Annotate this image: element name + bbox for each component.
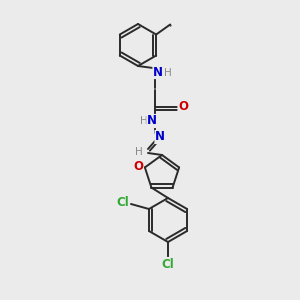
Text: N: N <box>147 115 157 128</box>
Text: H: H <box>140 116 148 126</box>
Text: Cl: Cl <box>117 196 129 209</box>
Text: H: H <box>135 147 143 157</box>
Text: Cl: Cl <box>162 257 174 271</box>
Text: H: H <box>164 68 172 78</box>
Text: O: O <box>133 160 143 173</box>
Text: O: O <box>178 100 188 113</box>
Text: N: N <box>155 130 165 143</box>
Text: N: N <box>153 65 163 79</box>
